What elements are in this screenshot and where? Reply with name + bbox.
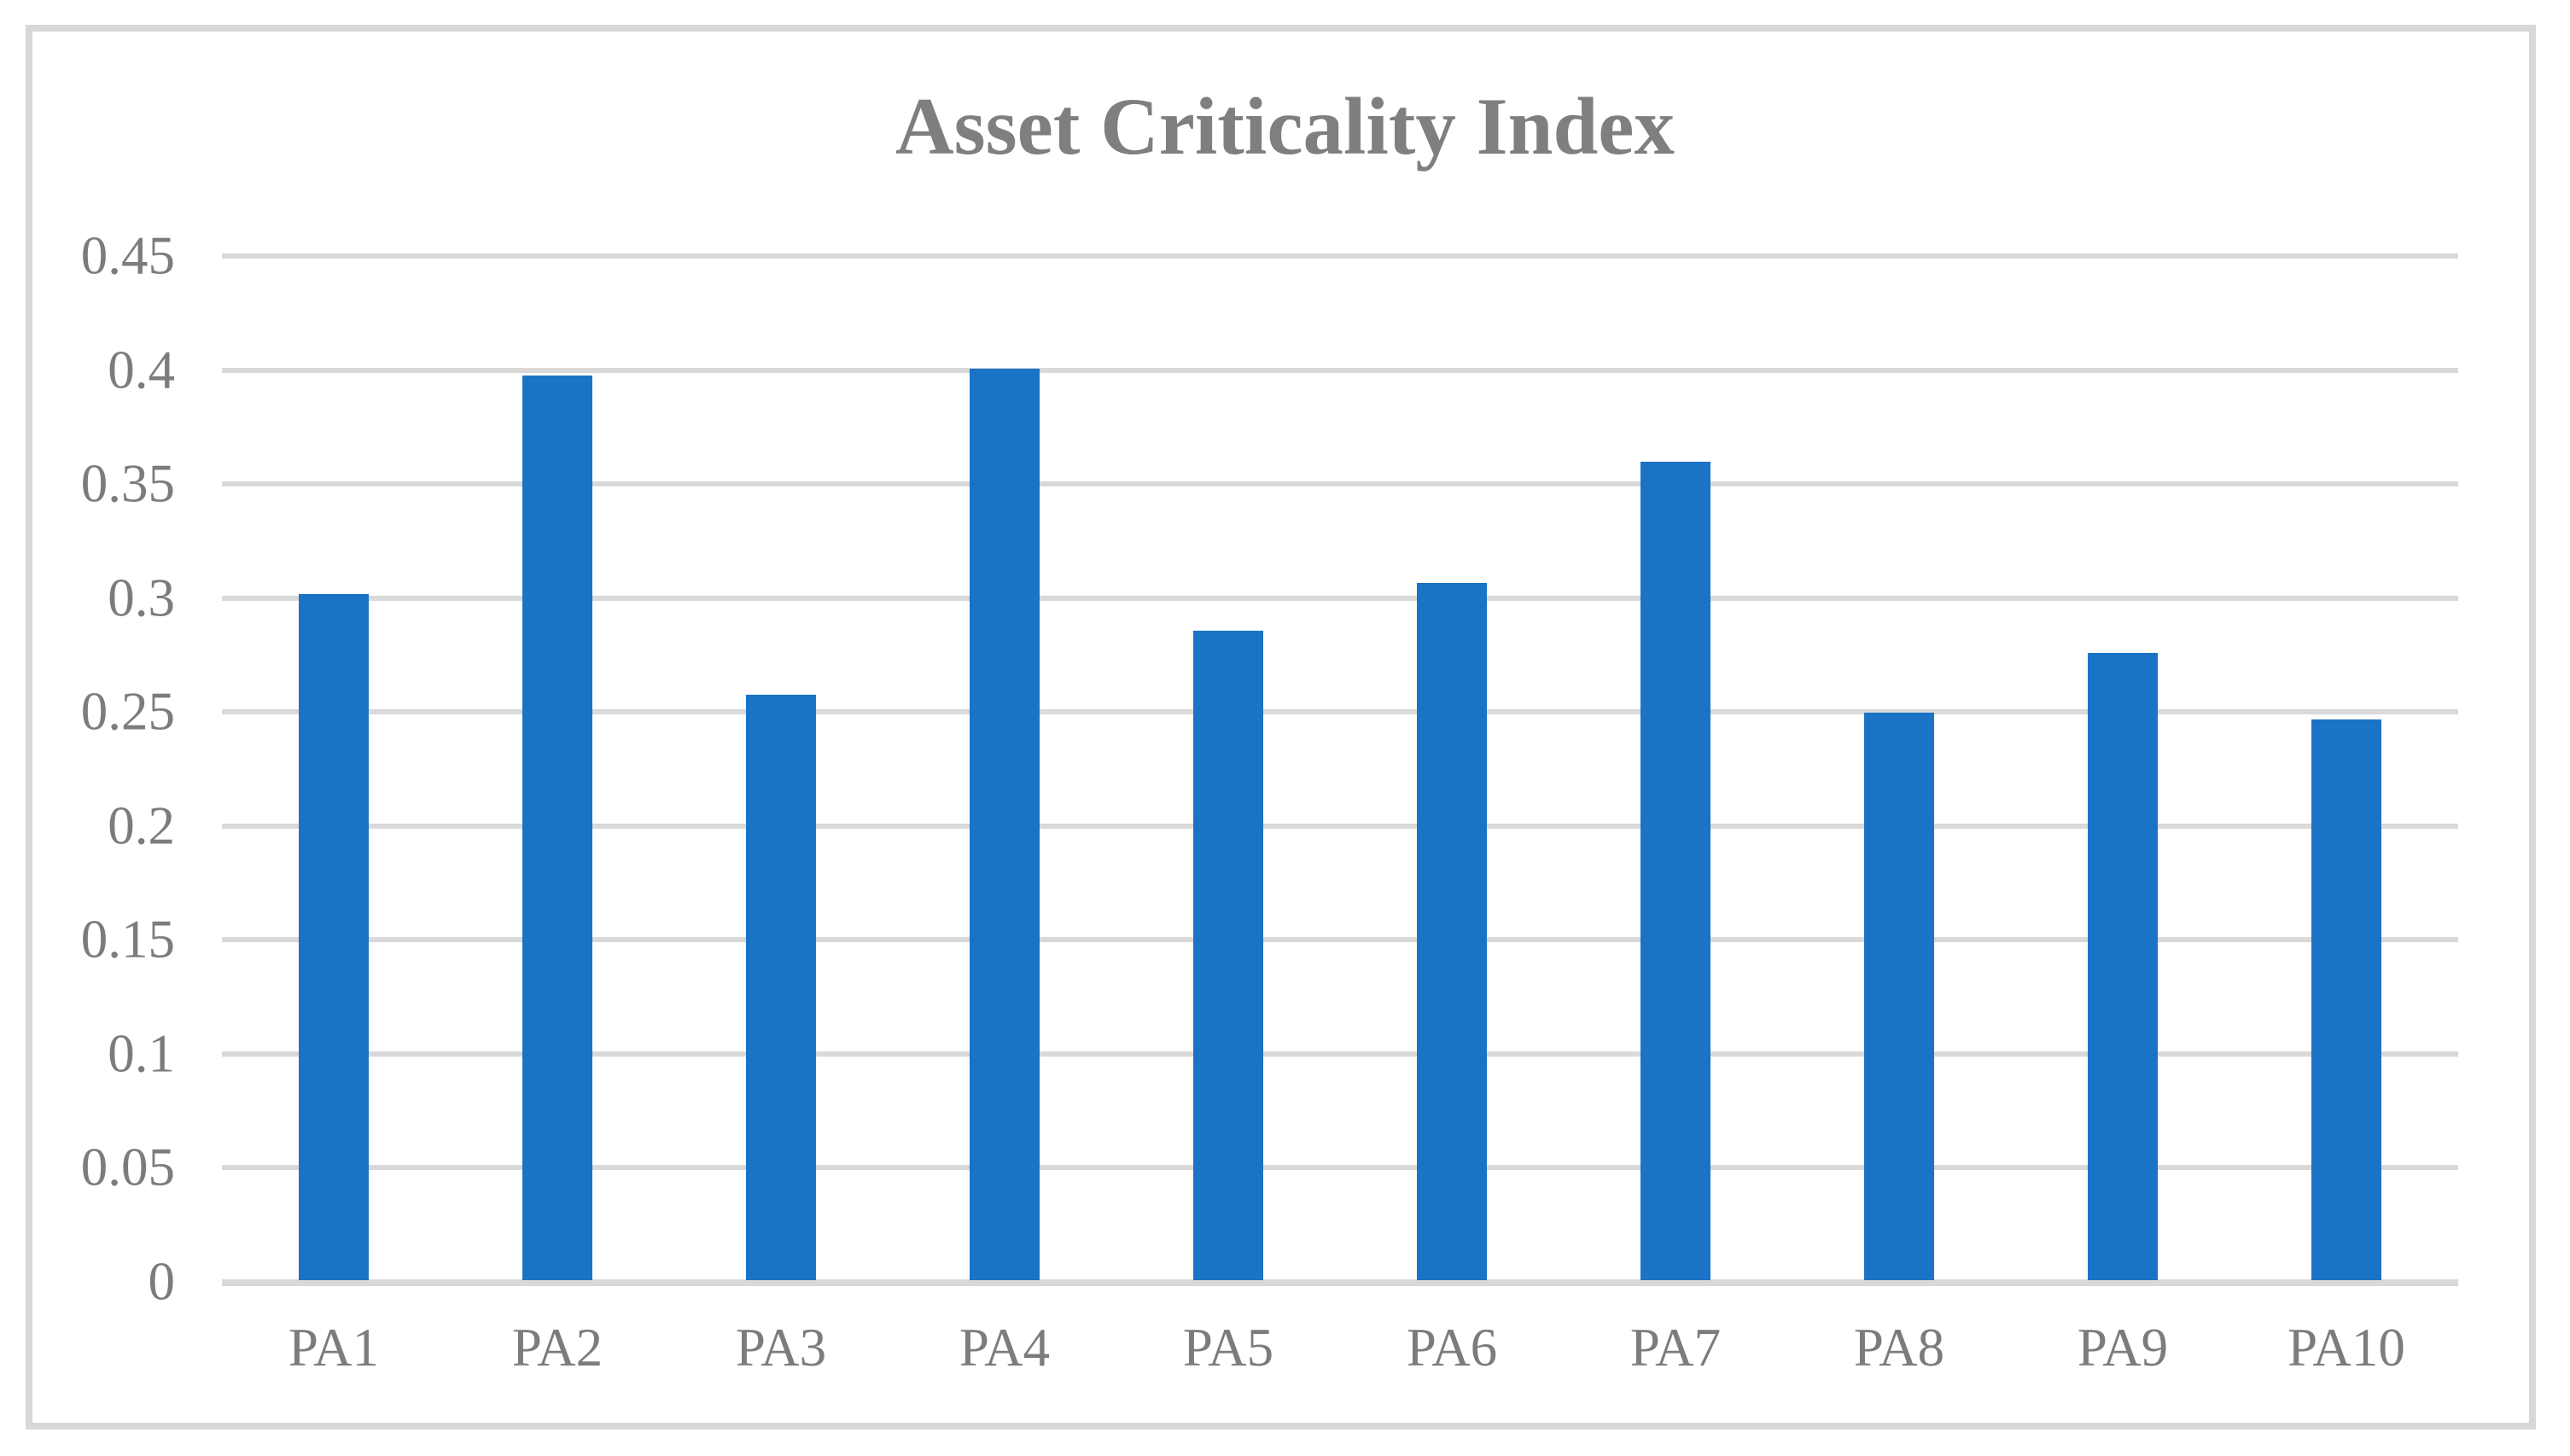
x-tick-label-PA6: PA6 xyxy=(1406,1318,1498,1377)
x-tick-label-PA8: PA8 xyxy=(1853,1318,1945,1377)
y-axis-tick-labels: 0 0.05 0.1 0.15 0.2 0.25 0.3 0.35 0.4 0.45 xyxy=(0,0,175,1456)
bar-slot-PA3 xyxy=(669,256,893,1280)
bar-PA5 xyxy=(1193,631,1263,1280)
bar-PA7 xyxy=(1640,462,1710,1280)
gridline-0.15 xyxy=(222,937,2458,943)
x-axis-line xyxy=(222,1279,2458,1286)
y-tick-label-0.25: 0.25 xyxy=(80,681,175,742)
bar-PA10 xyxy=(2311,719,2381,1280)
x-tick-label-PA4: PA4 xyxy=(959,1318,1051,1377)
y-tick-label-0.45: 0.45 xyxy=(80,225,175,286)
y-tick-label-0.4: 0.4 xyxy=(108,340,175,400)
x-tick-label-PA10: PA10 xyxy=(2287,1318,2405,1377)
x-tick-label-PA3: PA3 xyxy=(735,1318,827,1377)
x-tick-label-PA1: PA1 xyxy=(288,1318,380,1377)
bar-slot-PA1 xyxy=(222,256,446,1280)
y-tick-label-0.35: 0.35 xyxy=(80,453,175,514)
gridline-0.35 xyxy=(222,481,2458,487)
x-tick-label-PA7: PA7 xyxy=(1629,1318,1722,1377)
y-tick-label-0.1: 0.1 xyxy=(108,1023,175,1084)
bar-slot-PA7 xyxy=(1564,256,1787,1280)
gridline-0.2 xyxy=(222,823,2458,829)
y-tick-label-0.15: 0.15 xyxy=(80,909,175,970)
gridline-0.25 xyxy=(222,709,2458,715)
bar-PA3 xyxy=(746,695,816,1280)
bars-layer xyxy=(222,256,2458,1280)
bar-slot-PA5 xyxy=(1116,256,1340,1280)
y-tick-label-0.3: 0.3 xyxy=(108,568,175,628)
chart-title: Asset Criticality Index xyxy=(895,81,1675,172)
bar-slot-PA9 xyxy=(2011,256,2235,1280)
y-tick-label-0.05: 0.05 xyxy=(80,1137,175,1197)
y-tick-label-0.2: 0.2 xyxy=(108,795,175,856)
gridline-0.3 xyxy=(222,595,2458,601)
bar-PA8 xyxy=(1864,713,1934,1280)
gridline-0.1 xyxy=(222,1051,2458,1057)
bar-PA4 xyxy=(970,369,1040,1280)
bar-PA6 xyxy=(1417,583,1487,1280)
gridline-0.45 xyxy=(222,253,2458,259)
bar-slot-PA2 xyxy=(446,256,669,1280)
x-tick-label-PA9: PA9 xyxy=(2077,1318,2169,1377)
x-tick-label-PA5: PA5 xyxy=(1182,1318,1274,1377)
bar-slot-PA4 xyxy=(893,256,1116,1280)
bar-PA2 xyxy=(522,376,592,1280)
bar-PA1 xyxy=(299,594,369,1280)
y-tick-label-0: 0 xyxy=(148,1251,176,1312)
gridline-0.05 xyxy=(222,1165,2458,1171)
bar-PA9 xyxy=(2088,653,2158,1280)
gridline-0.4 xyxy=(222,367,2458,373)
bar-slot-PA8 xyxy=(1787,256,2011,1280)
bar-slot-PA10 xyxy=(2235,256,2458,1280)
bar-slot-PA6 xyxy=(1340,256,1564,1280)
plot-area xyxy=(222,253,2458,1282)
x-tick-label-PA2: PA2 xyxy=(511,1318,603,1377)
